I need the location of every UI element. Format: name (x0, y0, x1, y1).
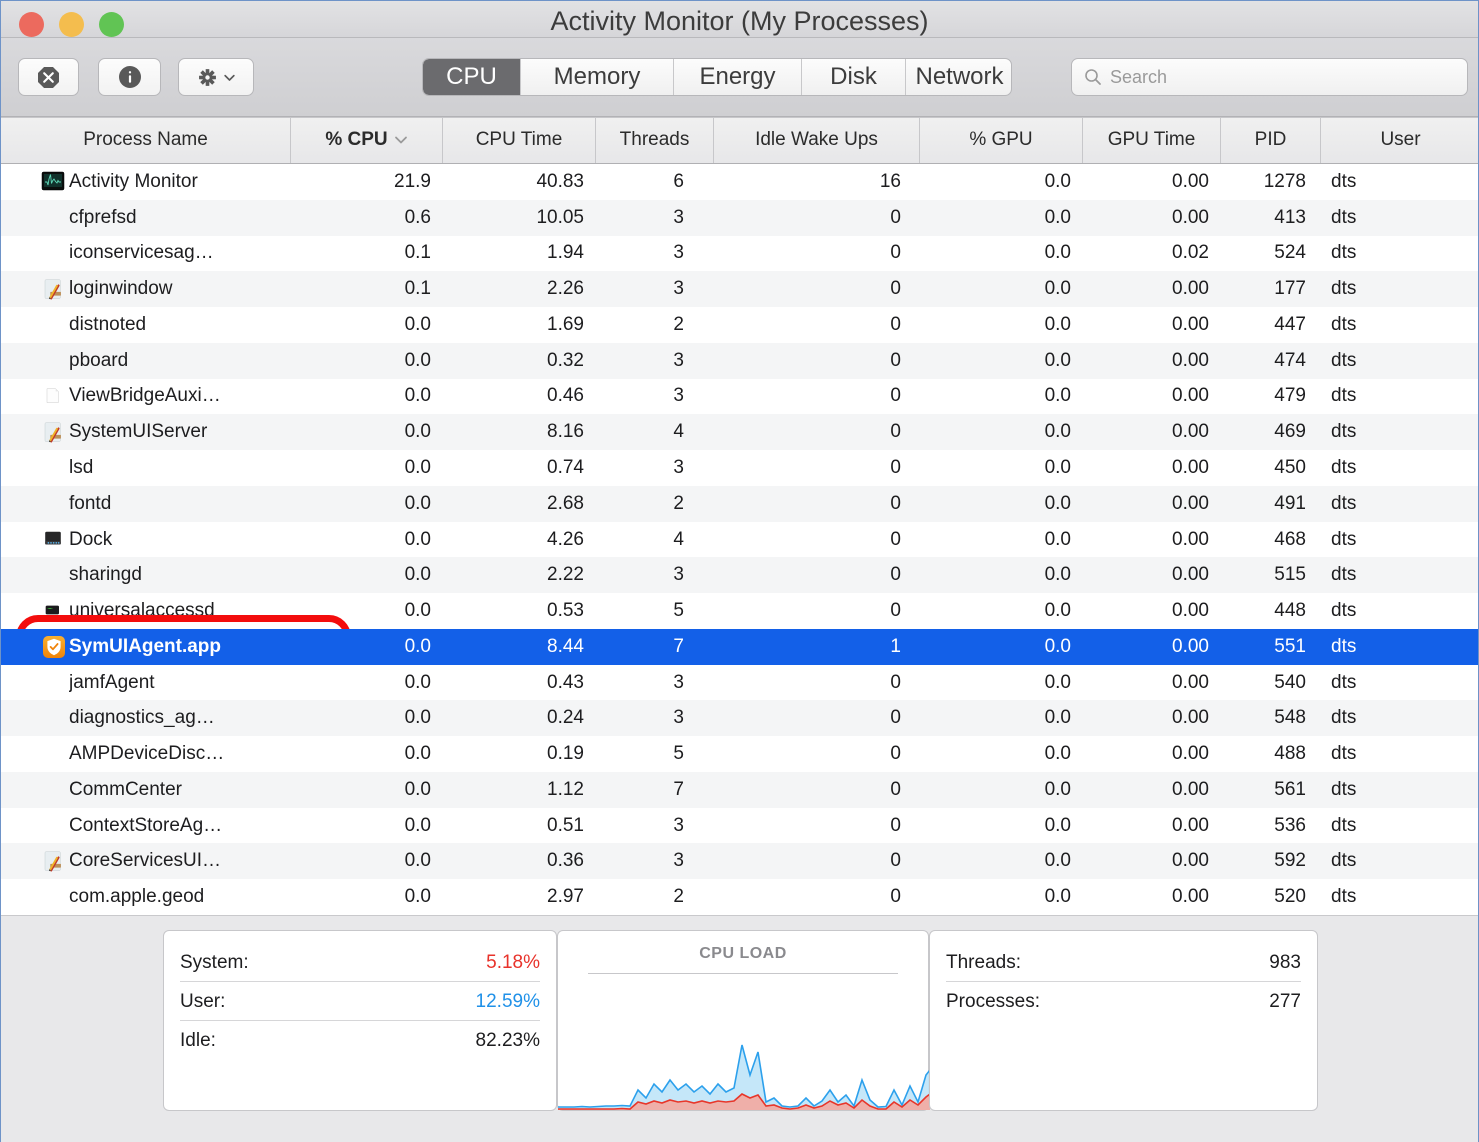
svg-text:▪▪▪▪: ▪▪▪▪ (48, 607, 53, 611)
